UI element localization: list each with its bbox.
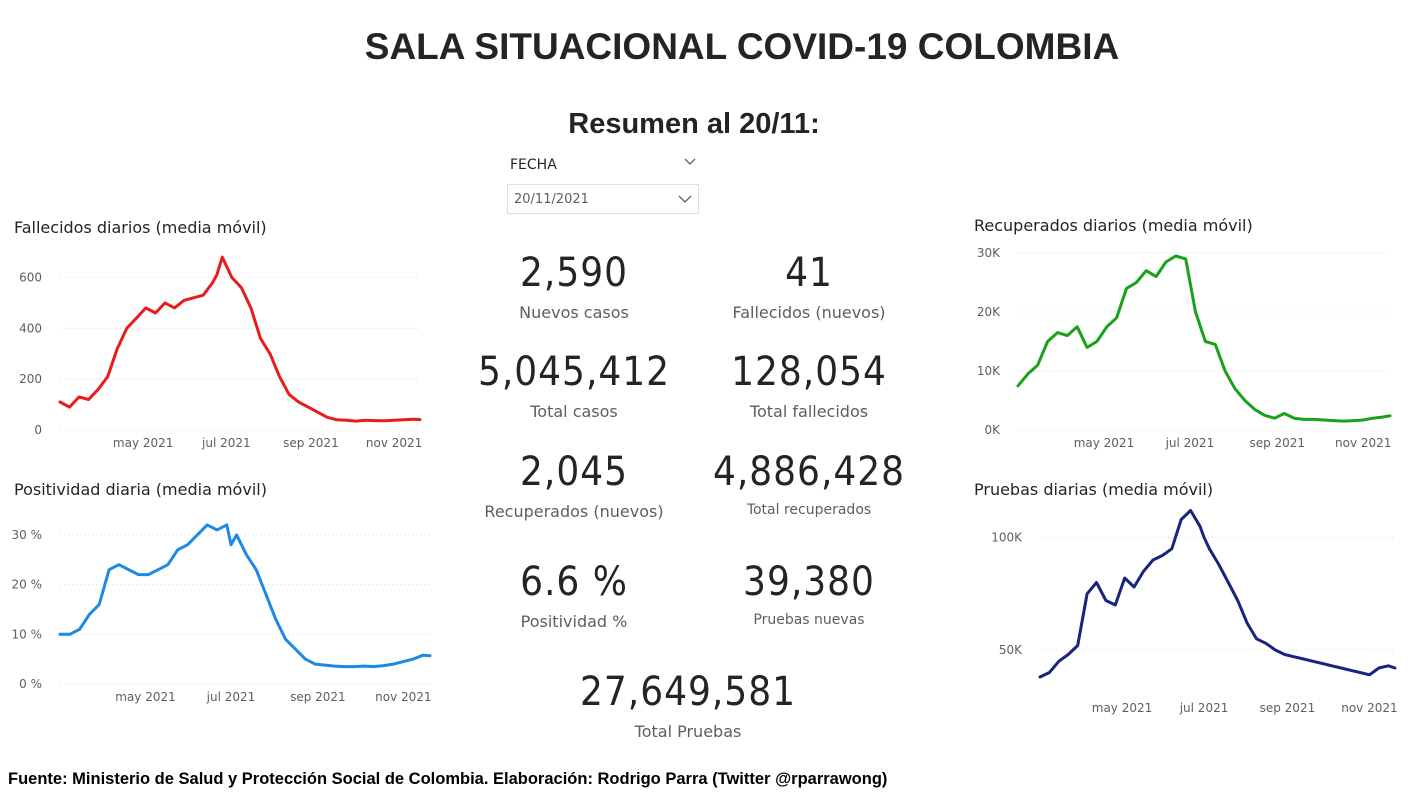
- chart-title-fallecidos: Fallecidos diarios (media móvil): [14, 218, 267, 237]
- kpi-recuperados-nuevos: 2,045 Recuperados (nuevos): [454, 452, 694, 521]
- y-tick-label: 0K: [984, 423, 1001, 437]
- series-line: [1016, 254, 1392, 423]
- x-tick-label: may 2021: [1074, 436, 1135, 450]
- kpi-label: Total fallecidos: [749, 402, 869, 421]
- y-tick-label: 200: [19, 372, 42, 386]
- page-subtitle: Resumen al 20/11:: [568, 108, 820, 140]
- y-tick-label: 20 %: [12, 578, 43, 592]
- series-line: [58, 523, 432, 669]
- chevron-down-icon[interactable]: [684, 158, 696, 166]
- kpi-label: Recuperados (nuevos): [484, 502, 664, 521]
- y-tick-label: 0: [34, 423, 42, 437]
- y-tick-label: 100K: [991, 531, 1023, 545]
- y-tick-label: 50K: [999, 643, 1023, 657]
- x-tick-label: nov 2021: [1335, 436, 1391, 450]
- x-tick-label: may 2021: [115, 690, 176, 704]
- kpi-fallecidos-nuevos: 41 Fallecidos (nuevos): [709, 253, 909, 322]
- x-tick-label: nov 2021: [375, 690, 431, 704]
- x-tick-label: sep 2021: [1260, 701, 1316, 715]
- kpi-value: 2,590: [520, 250, 628, 296]
- kpi-value: 39,380: [743, 559, 875, 605]
- x-tick-label: sep 2021: [1249, 436, 1305, 450]
- kpi-value: 2,045: [520, 449, 628, 495]
- date-slicer-value: 20/11/2021: [514, 192, 589, 207]
- series-line: [1038, 509, 1397, 679]
- chart-title-recuperados: Recuperados diarios (media móvil): [974, 216, 1253, 235]
- y-tick-label: 20K: [977, 305, 1001, 319]
- date-slicer-header[interactable]: FECHA: [510, 155, 700, 177]
- y-tick-label: 600: [19, 270, 42, 284]
- date-slicer-label: FECHA: [510, 157, 557, 173]
- y-tick-label: 10 %: [12, 627, 43, 641]
- y-tick-label: 400: [19, 321, 42, 335]
- kpi-pruebas-nuevas: 39,380 Pruebas nuevas: [709, 562, 909, 628]
- kpi-label: Total Pruebas: [634, 722, 742, 741]
- x-tick-label: sep 2021: [283, 436, 339, 450]
- series-line: [58, 255, 422, 423]
- chart-title-pruebas: Pruebas diarias (media móvil): [974, 480, 1214, 499]
- footer-source: Fuente: Ministerio de Salud y Protección…: [8, 770, 888, 788]
- page-title: SALA SITUACIONAL COVID-19 COLOMBIA: [364, 26, 1120, 67]
- kpi-total-casos: 5,045,412 Total casos: [454, 352, 694, 421]
- x-tick-label: may 2021: [113, 436, 174, 450]
- kpi-label: Pruebas nuevas: [753, 612, 865, 628]
- y-tick-label: 30K: [977, 246, 1001, 260]
- kpi-nuevos-casos: 2,590 Nuevos casos: [474, 253, 674, 322]
- kpi-label: Positividad %: [520, 612, 628, 631]
- y-tick-label: 30 %: [12, 528, 43, 542]
- kpi-label: Nuevos casos: [519, 303, 629, 322]
- x-tick-label: jul 2021: [201, 436, 251, 450]
- x-tick-label: jul 2021: [1165, 436, 1215, 450]
- kpi-total-fallecidos: 128,054 Total fallecidos: [689, 352, 929, 421]
- x-tick-label: sep 2021: [290, 690, 346, 704]
- kpi-total-recuperados: 4,886,428 Total recuperados: [689, 452, 929, 518]
- x-tick-label: jul 2021: [1179, 701, 1229, 715]
- kpi-positividad: 6.6 % Positividad %: [474, 562, 674, 631]
- x-tick-label: jul 2021: [206, 690, 256, 704]
- chart-title-positividad: Positividad diaria (media móvil): [14, 480, 267, 499]
- kpi-value: 41: [785, 250, 833, 296]
- y-tick-label: 10K: [977, 364, 1001, 378]
- x-tick-label: may 2021: [1092, 701, 1153, 715]
- kpi-value: 6.6 %: [520, 559, 628, 605]
- y-tick-label: 0 %: [19, 677, 42, 691]
- x-tick-label: nov 2021: [366, 436, 422, 450]
- chevron-down-icon[interactable]: [678, 195, 692, 204]
- kpi-value: 128,054: [731, 349, 887, 395]
- kpi-value: 5,045,412: [477, 349, 671, 395]
- kpi-label: Total casos: [530, 402, 618, 421]
- date-slicer-dropdown[interactable]: 20/11/2021: [507, 184, 699, 214]
- kpi-label: Fallecidos (nuevos): [732, 303, 886, 322]
- kpi-value: 4,886,428: [712, 449, 906, 495]
- x-tick-label: nov 2021: [1341, 701, 1397, 715]
- kpi-value: 27,649,581: [580, 669, 796, 715]
- kpi-total-pruebas: 27,649,581 Total Pruebas: [568, 672, 808, 741]
- kpi-label: Total recuperados: [746, 502, 872, 518]
